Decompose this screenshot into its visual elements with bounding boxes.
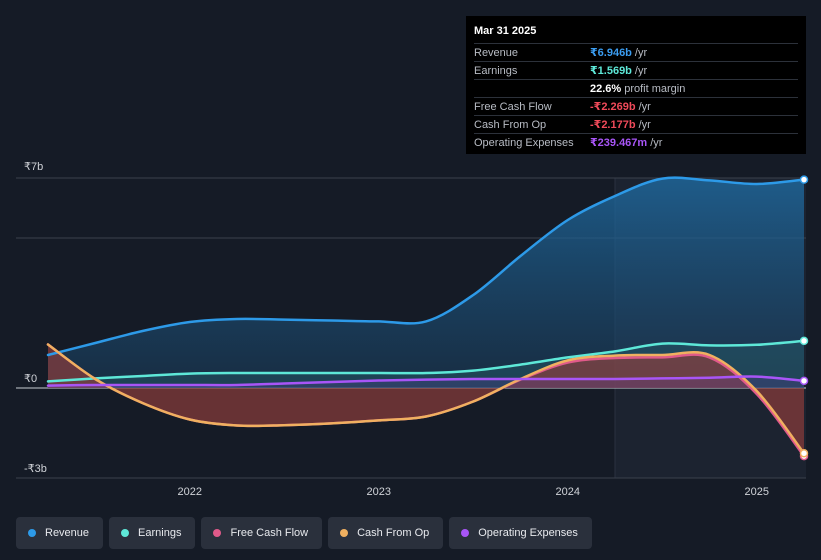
- legend-label: Cash From Op: [357, 527, 430, 539]
- tooltip-row: Earnings ₹1.569b/yr: [474, 61, 798, 79]
- tooltip-row-unit: /yr: [634, 46, 648, 59]
- tooltip-row-unit: /yr: [634, 64, 648, 77]
- x-tick-label: 2022: [178, 486, 202, 498]
- y-axis-labels: ₹7b ₹0 -₹3b: [24, 161, 47, 475]
- x-tick-label: 2024: [556, 486, 580, 498]
- area-revenue: [48, 177, 804, 388]
- tooltip-row-value: ₹1.569b: [590, 65, 632, 77]
- legend-item-operating-expenses[interactable]: Operating Expenses: [449, 517, 592, 549]
- tooltip-row: Cash From Op -₹2.177b/yr: [474, 115, 798, 133]
- tooltip-row-label: Cash From Op: [474, 118, 547, 131]
- legend-label: Free Cash Flow: [230, 527, 309, 539]
- legend-item-earnings[interactable]: Earnings: [109, 517, 196, 549]
- tooltip-panel: Mar 31 2025 Revenue ₹6.946b/yr Earnings ₹1.…: [466, 16, 806, 154]
- marker-earnings: [799, 336, 809, 346]
- line-opex: [46, 375, 806, 387]
- legend-item-revenue[interactable]: Revenue: [16, 517, 104, 549]
- tooltip-rows: Revenue ₹6.946b/yr Earnings ₹1.569b/yr 22.6%…: [474, 43, 798, 151]
- legend-label: Earnings: [138, 527, 182, 539]
- legend-label: Operating Expenses: [478, 527, 578, 539]
- tooltip-row-label: Operating Expenses: [474, 136, 574, 149]
- tooltip-row-label: Revenue: [474, 46, 519, 59]
- tooltip-date: Mar 31 2025: [474, 25, 537, 37]
- x-tick-label: 2025: [745, 486, 769, 498]
- tooltip-row-unit: /yr: [650, 136, 663, 149]
- legend-item-cash-from-op[interactable]: Cash From Op: [328, 517, 444, 549]
- tooltip-row-unit: /yr: [638, 118, 651, 131]
- marker-opex: [799, 376, 809, 386]
- tooltip-row-value: ₹239.467m: [590, 137, 648, 149]
- tooltip-row-value: -₹2.177b: [590, 119, 636, 131]
- y-tick-label: ₹0: [24, 373, 37, 385]
- x-axis-labels: 2022 2023 2024 2025: [178, 486, 769, 498]
- tooltip-row: 22.6% profit margin: [474, 79, 798, 97]
- legend-dot-icon: [121, 529, 130, 537]
- legend-dot-icon: [461, 529, 470, 537]
- line-cfo: [46, 343, 806, 455]
- marker-revenue: [799, 175, 809, 184]
- legend-label: Revenue: [45, 527, 90, 539]
- y-tick-label: -₹3b: [24, 463, 47, 475]
- tooltip-row-value: -₹2.269b: [590, 101, 636, 113]
- tooltip-row-value: 22.6%: [590, 82, 622, 95]
- line-earnings: [46, 339, 806, 383]
- series-areas: [48, 177, 804, 457]
- x-tick-label: 2023: [367, 486, 391, 498]
- tooltip-row-value: ₹6.946b: [590, 47, 632, 59]
- legend-dot-icon: [213, 529, 222, 537]
- tooltip-row-label: Free Cash Flow: [474, 100, 552, 113]
- tooltip-row: Revenue ₹6.946b/yr: [474, 43, 798, 61]
- tooltip-row-unit: profit margin: [624, 82, 686, 95]
- tooltip-row-unit: /yr: [638, 100, 651, 113]
- area-cfo: [48, 344, 804, 454]
- tooltip-row: Operating Expenses ₹239.467m/yr: [474, 133, 798, 151]
- y-tick-label: ₹7b: [24, 161, 43, 173]
- marker-cfo: [799, 449, 809, 458]
- area-fcf: [48, 344, 804, 457]
- end-markers: [799, 175, 809, 461]
- legend-item-free-cash-flow[interactable]: Free Cash Flow: [201, 517, 323, 549]
- series-lines: [46, 176, 806, 458]
- line-revenue: [46, 176, 806, 357]
- tooltip-row: Free Cash Flow -₹2.269b/yr: [474, 97, 798, 115]
- legend: Revenue Earnings Free Cash Flow Cash From O…: [16, 517, 592, 549]
- legend-dot-icon: [28, 529, 36, 537]
- legend-dot-icon: [340, 529, 349, 537]
- tooltip-row-label: Earnings: [474, 64, 518, 77]
